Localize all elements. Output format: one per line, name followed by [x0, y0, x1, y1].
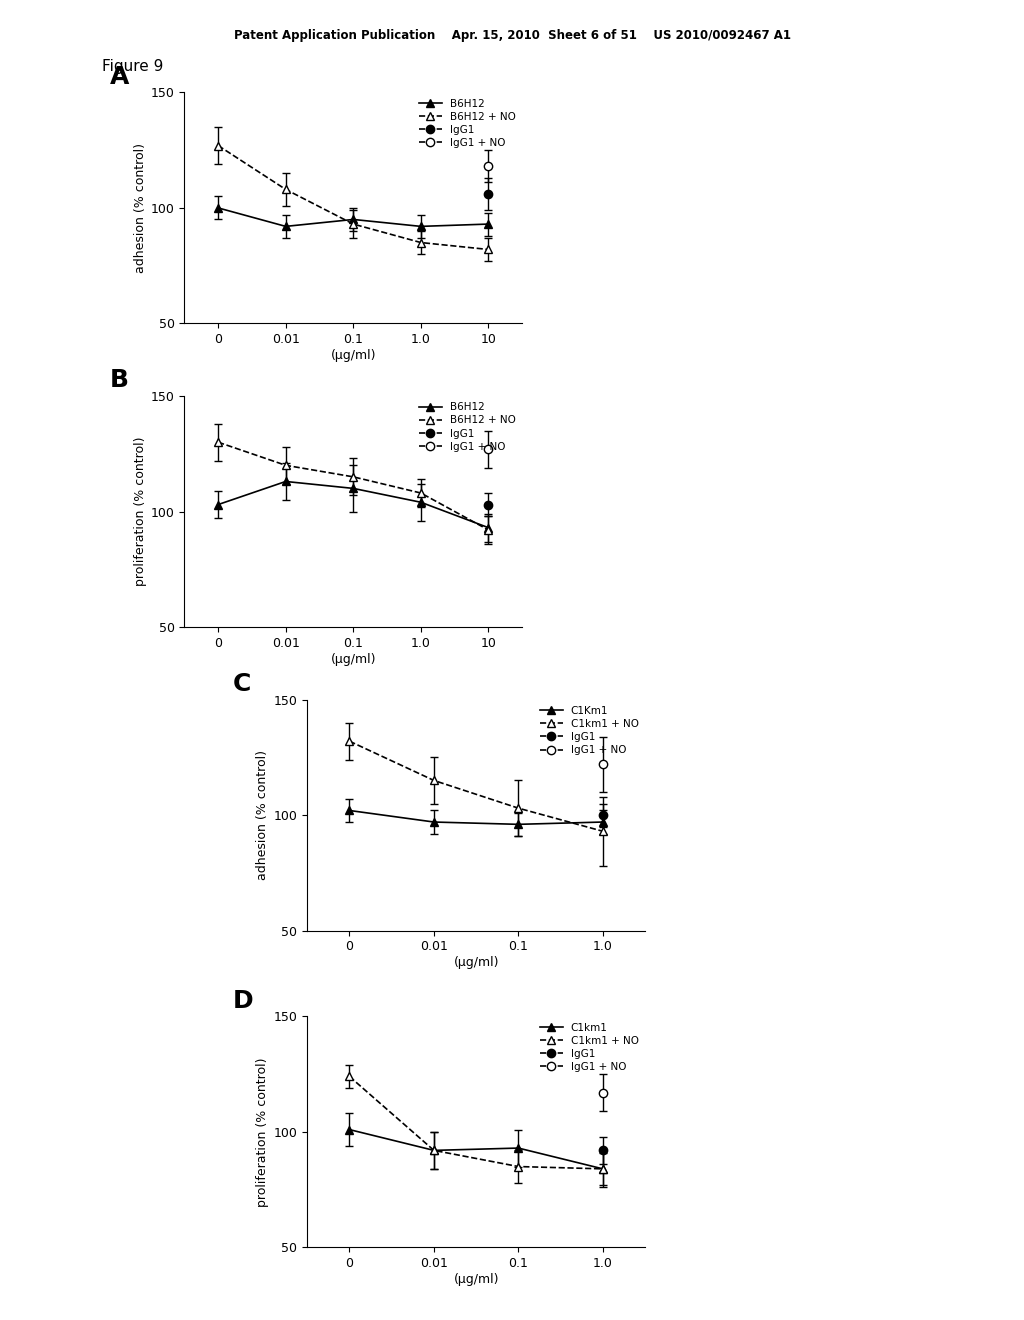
X-axis label: (μg/ml): (μg/ml)	[454, 956, 499, 969]
Y-axis label: adhesion (% control): adhesion (% control)	[256, 750, 269, 880]
Text: Figure 9: Figure 9	[102, 59, 164, 74]
Legend: C1Km1, C1km1 + NO, IgG1, IgG1 + NO: C1Km1, C1km1 + NO, IgG1, IgG1 + NO	[536, 702, 643, 759]
Y-axis label: adhesion (% control): adhesion (% control)	[133, 143, 146, 273]
Y-axis label: proliferation (% control): proliferation (% control)	[133, 437, 146, 586]
Legend: B6H12, B6H12 + NO, IgG1, IgG1 + NO: B6H12, B6H12 + NO, IgG1, IgG1 + NO	[415, 399, 520, 455]
Text: Patent Application Publication    Apr. 15, 2010  Sheet 6 of 51    US 2010/009246: Patent Application Publication Apr. 15, …	[233, 29, 791, 42]
Text: B: B	[110, 368, 129, 392]
Legend: C1km1, C1km1 + NO, IgG1, IgG1 + NO: C1km1, C1km1 + NO, IgG1, IgG1 + NO	[536, 1019, 643, 1076]
Text: C: C	[232, 672, 251, 696]
X-axis label: (μg/ml): (μg/ml)	[331, 652, 376, 665]
Text: A: A	[110, 65, 129, 88]
Legend: B6H12, B6H12 + NO, IgG1, IgG1 + NO: B6H12, B6H12 + NO, IgG1, IgG1 + NO	[415, 95, 520, 152]
X-axis label: (μg/ml): (μg/ml)	[331, 348, 376, 362]
X-axis label: (μg/ml): (μg/ml)	[454, 1272, 499, 1286]
Text: D: D	[232, 989, 254, 1012]
Y-axis label: proliferation (% control): proliferation (% control)	[256, 1057, 269, 1206]
